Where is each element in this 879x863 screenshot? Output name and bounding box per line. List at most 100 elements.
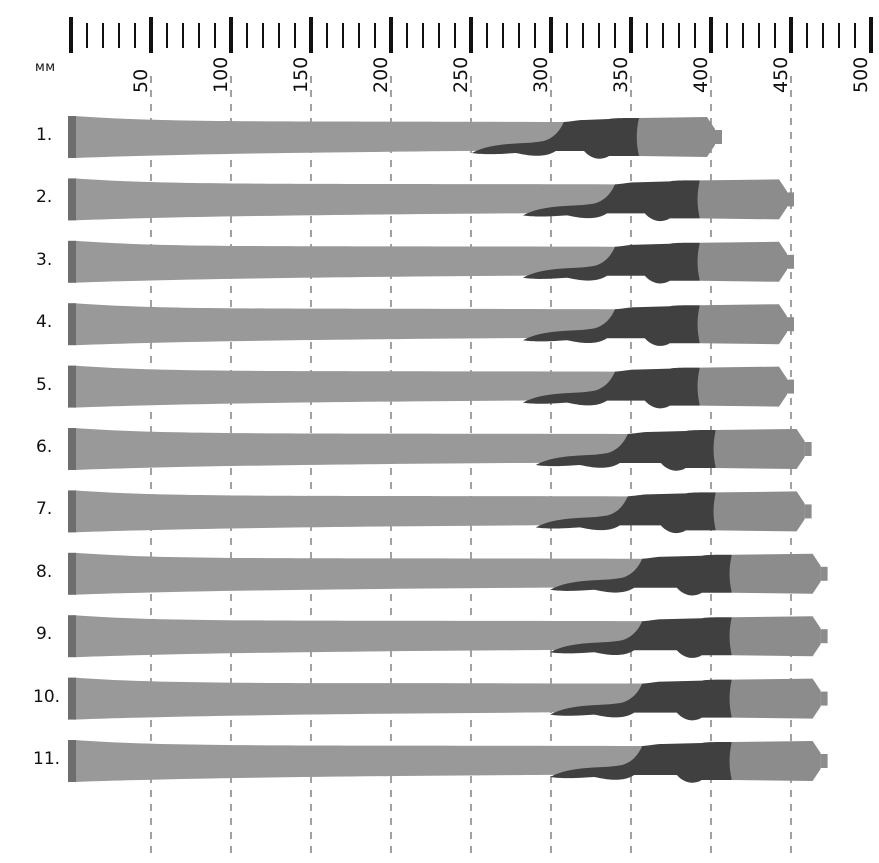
- ruler-minor-tick: [294, 23, 296, 48]
- handle-row: [68, 365, 794, 409]
- ruler-minor-tick: [534, 23, 536, 48]
- grip-section: [471, 118, 639, 159]
- end-nub: [804, 442, 812, 456]
- end-collar: [729, 741, 821, 781]
- ruler-minor-tick: [806, 23, 808, 48]
- handle-row: [68, 552, 828, 596]
- row-label: 2.: [36, 187, 53, 208]
- ruler-minor-tick: [646, 23, 648, 48]
- ruler-minor-tick: [838, 23, 840, 48]
- ruler-major-tick: [869, 17, 873, 53]
- unit-label: мм: [35, 60, 56, 75]
- end-nub: [820, 754, 828, 768]
- handle-row: [68, 116, 722, 159]
- ruler-tick-label: 400: [690, 56, 712, 93]
- handle-row: [68, 428, 812, 471]
- left-cap: [68, 740, 76, 782]
- ruler-minor-tick: [486, 23, 488, 48]
- row-label: 3.: [36, 249, 53, 270]
- ruler-major-tick: [709, 17, 713, 53]
- handle-row: [68, 178, 794, 222]
- ruler-minor-tick: [678, 23, 680, 48]
- ruler-minor-tick: [118, 23, 120, 48]
- handle-row: [68, 303, 794, 346]
- grip-section: [523, 305, 700, 346]
- left-cap: [68, 365, 76, 408]
- end-collar: [697, 304, 787, 345]
- ruler-tick-label: 250: [450, 56, 472, 93]
- ruler-major-tick: [229, 17, 233, 53]
- end-nub: [804, 504, 812, 519]
- ruler-minor-tick: [758, 23, 760, 48]
- ruler-major-tick: [69, 17, 73, 53]
- left-cap: [68, 116, 76, 158]
- ruler-minor-tick: [438, 23, 440, 48]
- end-collar: [636, 117, 715, 157]
- ruler-minor-tick: [422, 23, 424, 48]
- ruler-minor-tick: [598, 23, 600, 48]
- end-nub: [820, 691, 828, 706]
- row-label: 7.: [36, 499, 53, 520]
- ruler-minor-tick: [358, 23, 360, 48]
- grip-section: [535, 492, 716, 534]
- ruler-minor-tick: [374, 23, 376, 48]
- ruler-major-tick: [149, 17, 153, 53]
- ruler-minor-tick: [854, 23, 856, 48]
- handle-row: [68, 490, 812, 534]
- ruler-minor-tick: [262, 23, 264, 48]
- mm-ruler: [69, 17, 873, 53]
- grip-section: [523, 180, 700, 222]
- left-cap: [68, 240, 76, 283]
- end-nub: [787, 254, 794, 269]
- grip-section: [523, 242, 700, 284]
- ruler-minor-tick: [582, 23, 584, 48]
- ruler-minor-tick: [662, 23, 664, 48]
- ruler-minor-tick: [742, 23, 744, 48]
- ruler-minor-tick: [214, 23, 216, 48]
- ruler-minor-tick: [182, 23, 184, 48]
- ruler-major-tick: [549, 17, 553, 53]
- ruler-minor-tick: [566, 23, 568, 48]
- grip-section: [550, 742, 732, 783]
- row-label: 8.: [36, 561, 53, 582]
- ruler-tick-label: 50: [130, 68, 152, 93]
- row-label: 10.: [33, 686, 61, 707]
- ruler-tick-label: 150: [290, 56, 312, 93]
- ruler-minor-tick: [166, 23, 168, 48]
- end-collar: [697, 366, 787, 407]
- row-label: 9.: [36, 624, 53, 645]
- left-cap: [68, 552, 76, 595]
- end-collar: [697, 179, 787, 220]
- row-label: 1.: [36, 125, 53, 145]
- end-collar: [713, 491, 805, 532]
- end-nub: [787, 317, 794, 332]
- left-cap: [68, 303, 76, 346]
- ruler-minor-tick: [198, 23, 200, 48]
- ruler-minor-tick: [86, 23, 88, 48]
- left-cap: [68, 428, 76, 470]
- ruler-minor-tick: [278, 23, 280, 48]
- row-label: 5.: [36, 374, 53, 395]
- ruler-tick-label: 100: [210, 56, 232, 93]
- left-cap: [68, 178, 76, 221]
- ruler-tick-label: 350: [610, 56, 632, 93]
- grip-section: [523, 367, 700, 409]
- grip-section: [535, 430, 716, 471]
- row-label: 11.: [33, 749, 61, 769]
- ruler-minor-tick: [102, 23, 104, 48]
- ruler-minor-tick: [246, 23, 248, 48]
- ruler-minor-tick: [518, 23, 520, 48]
- end-collar: [729, 616, 821, 657]
- end-nub: [715, 130, 722, 144]
- handle-row: [68, 740, 828, 783]
- ruler-major-tick: [469, 17, 473, 53]
- end-collar: [713, 429, 805, 469]
- ruler-minor-tick: [454, 23, 456, 48]
- ruler-major-tick: [309, 17, 313, 53]
- ruler-major-tick: [789, 17, 793, 53]
- left-cap: [68, 615, 76, 658]
- row-label: 4.: [36, 312, 53, 333]
- ruler-minor-tick: [694, 23, 696, 48]
